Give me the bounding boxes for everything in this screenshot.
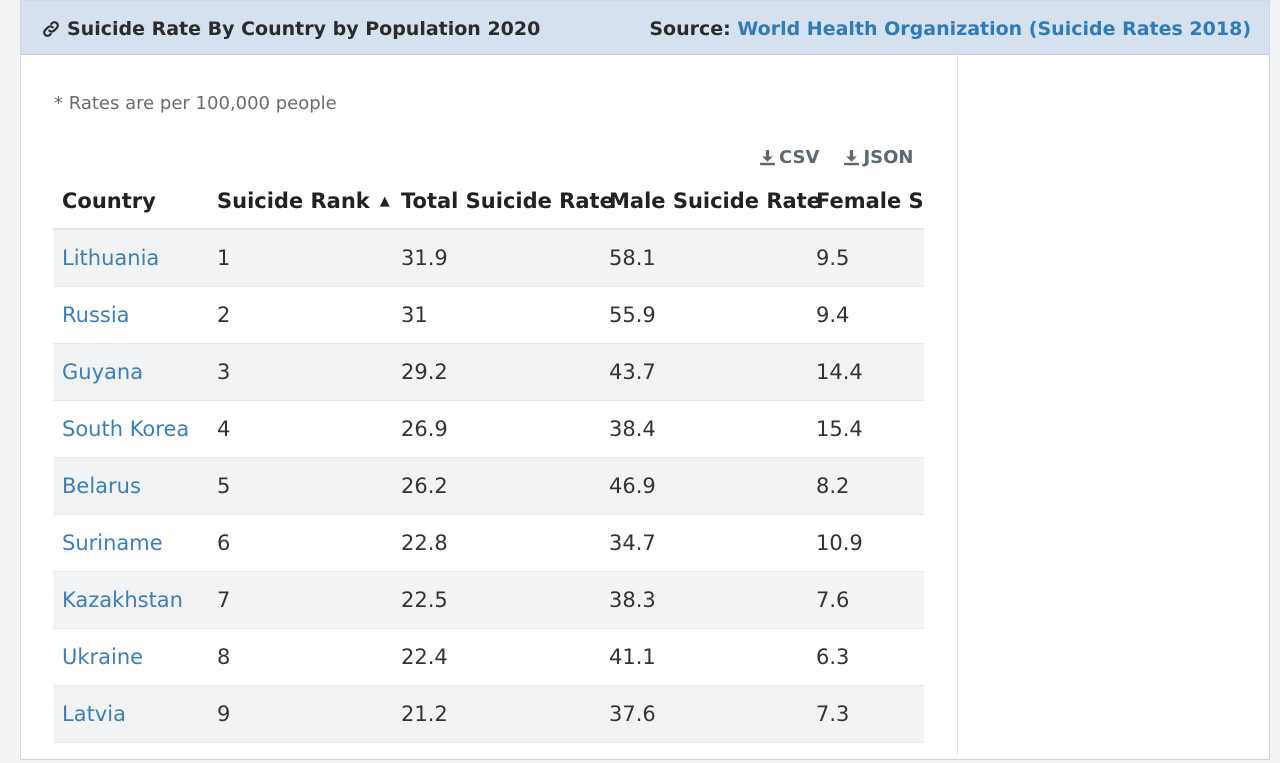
rank-cell: 5 (208, 457, 392, 515)
male-rate-cell: 41.1 (600, 628, 807, 686)
json-download-button[interactable]: JSON (843, 147, 913, 168)
country-cell[interactable]: Russia (53, 286, 208, 344)
male-rate-cell: 55.9 (600, 286, 807, 344)
country-cell[interactable]: Suriname (53, 514, 208, 572)
male-rate-cell: 46.9 (600, 457, 807, 515)
female-rate-cell: 7.6 (807, 571, 924, 629)
column-header-male-rate[interactable]: Male Suicide Rate (600, 173, 821, 230)
column-header-female-rate[interactable]: Female Su (807, 173, 924, 230)
table-container: Country Suicide Rank ▲ Total Suicide Rate… (53, 173, 924, 763)
male-rate-cell: 43.7 (600, 343, 807, 401)
table-row: Russia 2 31 55.9 9.4 (53, 286, 924, 344)
total-rate-cell: 21.2 (392, 685, 600, 743)
male-rate-cell: 58.1 (600, 229, 807, 287)
female-rate-cell: 10.9 (807, 514, 924, 572)
total-rate-cell: 31 (392, 286, 600, 344)
rank-cell: 4 (208, 400, 392, 458)
male-rate-cell: 38.4 (600, 400, 807, 458)
source-label: Source: (649, 18, 731, 40)
table-row: Lithuania 1 31.9 58.1 9.5 (53, 229, 924, 287)
table-row: Suriname 6 22.8 34.7 10.9 (53, 514, 924, 572)
rates-note: * Rates are per 100,000 people (54, 93, 337, 114)
table-row: South Korea 4 26.9 38.4 15.4 (53, 400, 924, 458)
total-rate-cell: 29.2 (392, 343, 600, 401)
country-cell[interactable]: Ukraine (53, 628, 208, 686)
female-rate-cell: 9.4 (807, 286, 924, 344)
total-rate-cell: 26.9 (392, 400, 600, 458)
download-icon (844, 150, 860, 166)
column-header-country[interactable]: Country (53, 173, 208, 230)
title-text: Suicide Rate By Country by Population 20… (67, 18, 541, 40)
rank-cell: 3 (208, 343, 392, 401)
total-rate-cell: 22.4 (392, 628, 600, 686)
country-cell[interactable]: Belarus (53, 457, 208, 515)
header-row: Country Suicide Rank ▲ Total Suicide Rate… (53, 173, 924, 230)
column-header-label: Suicide Rank (217, 188, 370, 213)
table-body: Lithuania 1 31.9 58.1 9.5 Russia 2 31 55.9 9.4 Guy… (53, 229, 924, 743)
data-card: Suicide Rate By Country by Population 20… (20, 0, 1270, 760)
table-row: Belarus 5 26.2 46.9 8.2 (53, 457, 924, 515)
column-header-total-rate[interactable]: Total Suicide Rate (392, 173, 614, 230)
male-rate-cell: 37.6 (600, 685, 807, 743)
page-title: Suicide Rate By Country by Population 20… (43, 18, 541, 40)
sidebar-divider (957, 55, 958, 755)
male-rate-cell: 38.3 (600, 571, 807, 629)
sort-up-icon: ▲ (379, 194, 390, 209)
table-row: Latvia 9 21.2 37.6 7.3 (53, 685, 924, 743)
female-rate-cell: 15.4 (807, 400, 924, 458)
country-cell[interactable]: Guyana (53, 343, 208, 401)
source-attribution: Source: World Health Organization (Suici… (649, 18, 1251, 40)
table-row: Kazakhstan 7 22.5 38.3 7.6 (53, 571, 924, 629)
table-row: Guyana 3 29.2 43.7 14.4 (53, 343, 924, 401)
female-rate-cell: 8.2 (807, 457, 924, 515)
rank-cell: 6 (208, 514, 392, 572)
card-header: Suicide Rate By Country by Population 20… (21, 1, 1269, 55)
rank-cell: 2 (208, 286, 392, 344)
link-icon[interactable] (41, 19, 61, 39)
female-rate-cell: 14.4 (807, 343, 924, 401)
female-rate-cell: 7.3 (807, 685, 924, 743)
country-cell[interactable]: South Korea (53, 400, 208, 458)
country-cell[interactable]: Latvia (53, 685, 208, 743)
json-label: JSON (863, 147, 914, 168)
column-header-suicide-rank[interactable]: Suicide Rank ▲ (208, 173, 392, 230)
table-row: Ukraine 8 22.4 41.1 6.3 (53, 628, 924, 686)
rank-cell: 9 (208, 685, 392, 743)
total-rate-cell: 31.9 (392, 229, 600, 287)
table-head: Country Suicide Rank ▲ Total Suicide Rate… (53, 173, 924, 230)
total-rate-cell: 22.5 (392, 571, 600, 629)
rank-cell: 8 (208, 628, 392, 686)
csv-download-button[interactable]: CSV (759, 147, 819, 168)
country-cell[interactable]: Kazakhstan (53, 571, 208, 629)
total-rate-cell: 22.8 (392, 514, 600, 572)
total-rate-cell: 26.2 (392, 457, 600, 515)
female-rate-cell: 6.3 (807, 628, 924, 686)
rank-cell: 1 (208, 229, 392, 287)
rank-cell: 7 (208, 571, 392, 629)
female-rate-cell: 9.5 (807, 229, 924, 287)
suicide-rate-table: Country Suicide Rank ▲ Total Suicide Rate… (53, 173, 924, 743)
source-link[interactable]: World Health Organization (Suicide Rates… (737, 18, 1251, 40)
download-links: CSV JSON (759, 147, 913, 168)
csv-label: CSV (779, 147, 820, 168)
country-cell[interactable]: Lithuania (53, 229, 208, 287)
download-icon (760, 150, 775, 166)
male-rate-cell: 34.7 (600, 514, 807, 572)
